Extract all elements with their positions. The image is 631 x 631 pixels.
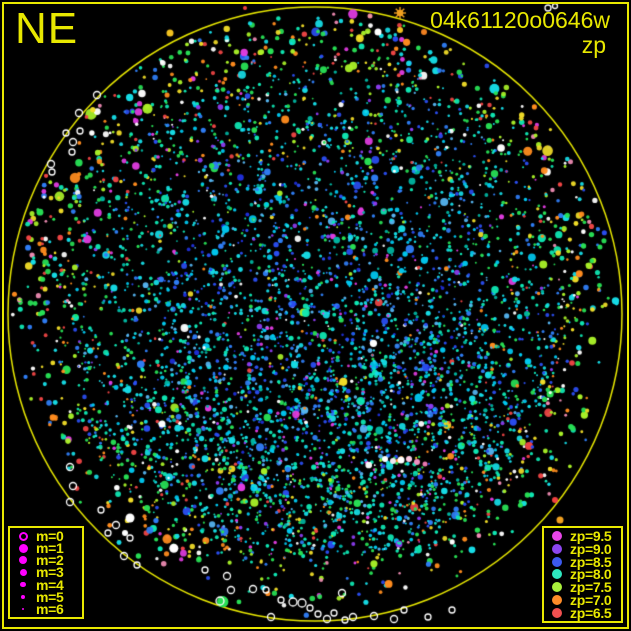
- legend-row: m=2: [13, 552, 79, 569]
- orientation-label: NE: [15, 4, 79, 53]
- legend-row: m=6: [13, 600, 79, 617]
- legend-row: m=3: [13, 564, 79, 581]
- magnitude-legend: m=0 m=1 m=2 m=3 m=4 m=5 m=6: [8, 526, 84, 619]
- legend-label: zp=8.0: [570, 566, 612, 583]
- legend-label: zp=6.5: [570, 604, 612, 621]
- legend-row: zp=8.5: [547, 553, 618, 570]
- legend-label: m=5: [36, 588, 64, 605]
- legend-label: zp=9.0: [570, 541, 612, 558]
- legend-row: zp=7.0: [547, 591, 618, 608]
- magnitude-marker: [19, 568, 27, 576]
- zp-marker-cell: [547, 556, 567, 567]
- legend-row: m=0: [13, 528, 79, 545]
- zp-marker-cell: [547, 544, 567, 555]
- zeropoint-legend: zp=9.5 zp=9.0 zp=8.5 zp=8.0 zp=7.5 zp=7.0 zp=6…: [542, 526, 623, 623]
- legend-row: zp=9.0: [547, 541, 618, 558]
- zp-marker-cell: [547, 569, 567, 580]
- legend-row: m=4: [13, 576, 79, 593]
- legend-row: zp=8.0: [547, 566, 618, 583]
- plot-quantity-label: zp: [581, 32, 606, 58]
- legend-row: m=1: [13, 540, 79, 557]
- zp-marker-cell: [547, 582, 567, 593]
- zp-color-marker: [552, 569, 562, 580]
- legend-row: zp=7.5: [547, 579, 618, 596]
- zp-marker-cell: [547, 594, 567, 605]
- legend-label: m=3: [36, 564, 64, 581]
- magnitude-marker-cell: [13, 543, 33, 553]
- zp-color-marker: [552, 556, 562, 567]
- legend-label: zp=7.5: [570, 579, 612, 596]
- magnitude-marker: [18, 531, 28, 541]
- zp-color-marker: [552, 594, 562, 605]
- legend-row: m=5: [13, 588, 79, 605]
- legend-label: m=6: [36, 600, 64, 617]
- magnitude-marker-cell: [13, 531, 33, 541]
- magnitude-marker: [19, 556, 27, 565]
- legend-label: m=1: [36, 540, 64, 557]
- legend-row: zp=6.5: [547, 604, 618, 621]
- magnitude-marker: [20, 581, 26, 588]
- zp-color-marker: [552, 607, 562, 618]
- magnitude-marker-cell: [13, 607, 33, 611]
- zp-marker-cell: [547, 531, 567, 542]
- zp-marker-cell: [547, 607, 567, 618]
- legend-label: zp=8.5: [570, 553, 612, 570]
- legend-label: zp=9.5: [570, 528, 612, 545]
- magnitude-marker-cell: [13, 556, 33, 565]
- magnitude-marker-cell: [13, 581, 33, 588]
- legend-label: zp=7.0: [570, 591, 612, 608]
- plot-title: 04k61120o0646w: [430, 7, 610, 33]
- magnitude-marker-cell: [13, 594, 33, 600]
- zp-color-marker: [552, 544, 562, 555]
- magnitude-marker: [18, 543, 28, 553]
- magnitude-marker: [20, 594, 26, 600]
- legend-row: zp=9.5: [547, 528, 618, 545]
- legend-label: m=4: [36, 576, 64, 593]
- zp-color-marker: [552, 531, 562, 542]
- legend-label: m=2: [36, 552, 64, 569]
- magnitude-marker-cell: [13, 568, 33, 576]
- magnitude-marker: [21, 607, 25, 611]
- legend-label: m=0: [36, 528, 64, 545]
- zp-color-marker: [552, 582, 562, 593]
